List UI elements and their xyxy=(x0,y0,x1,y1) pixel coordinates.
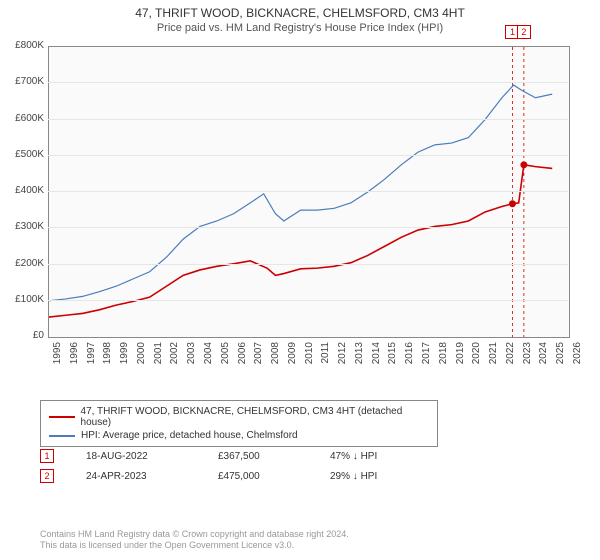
x-tick-label: 2008 xyxy=(270,342,281,382)
sale-point-2 xyxy=(520,161,527,168)
sale-marker-label-2: 2 xyxy=(517,25,531,39)
callout-marker: 2 xyxy=(40,469,54,483)
x-tick-label: 2011 xyxy=(320,342,331,382)
y-tick-label: £0 xyxy=(2,330,44,341)
x-tick-label: 2000 xyxy=(136,342,147,382)
callout-row: 1 18-AUG-2022 £367,500 47% ↓ HPI xyxy=(40,446,560,466)
callouts-table: 1 18-AUG-2022 £367,500 47% ↓ HPI 2 24-APR-202… xyxy=(40,446,560,486)
callout-row: 2 24-APR-2023 £475,000 29% ↓ HPI xyxy=(40,466,560,486)
x-tick-label: 2018 xyxy=(438,342,449,382)
plot-svg xyxy=(49,47,569,337)
x-tick-label: 2003 xyxy=(186,342,197,382)
x-tick-label: 2023 xyxy=(522,342,533,382)
y-tick-label: £800K xyxy=(2,40,44,51)
footer-attribution: Contains HM Land Registry data © Crown c… xyxy=(40,529,349,552)
x-tick-label: 2024 xyxy=(538,342,549,382)
y-tick-label: £500K xyxy=(2,149,44,160)
legend-label: 47, THRIFT WOOD, BICKNACRE, CHELMSFORD, … xyxy=(81,406,429,428)
x-tick-label: 1995 xyxy=(52,342,63,382)
gridline-h xyxy=(48,191,568,192)
y-tick-label: £600K xyxy=(2,113,44,124)
callout-price: £475,000 xyxy=(218,471,298,482)
callout-date: 18-AUG-2022 xyxy=(86,451,186,462)
x-tick-label: 2004 xyxy=(203,342,214,382)
x-tick-label: 2005 xyxy=(220,342,231,382)
x-tick-label: 2021 xyxy=(488,342,499,382)
x-tick-label: 2012 xyxy=(337,342,348,382)
callout-date: 24-APR-2023 xyxy=(86,471,186,482)
plot-area xyxy=(48,46,570,338)
y-tick-label: £100K xyxy=(2,294,44,305)
x-tick-label: 2016 xyxy=(404,342,415,382)
footer-line-1: Contains HM Land Registry data © Crown c… xyxy=(40,529,349,541)
x-tick-label: 2022 xyxy=(505,342,516,382)
x-tick-label: 2019 xyxy=(455,342,466,382)
x-tick-label: 2014 xyxy=(371,342,382,382)
x-tick-label: 1998 xyxy=(102,342,113,382)
legend: 47, THRIFT WOOD, BICKNACRE, CHELMSFORD, … xyxy=(40,400,438,447)
callout-vs-hpi: 29% ↓ HPI xyxy=(330,471,377,482)
chart-title: 47, THRIFT WOOD, BICKNACRE, CHELMSFORD, … xyxy=(0,0,600,20)
x-tick-label: 1996 xyxy=(69,342,80,382)
gridline-h xyxy=(48,300,568,301)
series-property xyxy=(49,165,552,317)
y-tick-label: £700K xyxy=(2,76,44,87)
x-tick-label: 1999 xyxy=(119,342,130,382)
legend-label: HPI: Average price, detached house, Chel… xyxy=(81,430,298,441)
y-tick-label: £200K xyxy=(2,258,44,269)
x-tick-label: 2025 xyxy=(555,342,566,382)
gridline-h xyxy=(48,227,568,228)
legend-item: 47, THRIFT WOOD, BICKNACRE, CHELMSFORD, … xyxy=(49,405,429,429)
legend-swatch xyxy=(49,435,75,437)
x-tick-label: 2001 xyxy=(153,342,164,382)
gridline-h xyxy=(48,119,568,120)
x-tick-label: 2002 xyxy=(169,342,180,382)
gridline-h xyxy=(48,82,568,83)
x-tick-label: 2013 xyxy=(354,342,365,382)
x-tick-label: 2020 xyxy=(471,342,482,382)
gridline-h xyxy=(48,264,568,265)
x-tick-label: 2006 xyxy=(237,342,248,382)
y-tick-label: £300K xyxy=(2,221,44,232)
gridline-h xyxy=(48,155,568,156)
x-tick-label: 2007 xyxy=(253,342,264,382)
sale-point-1 xyxy=(509,200,516,207)
callout-marker: 1 xyxy=(40,449,54,463)
x-tick-label: 1997 xyxy=(86,342,97,382)
legend-swatch xyxy=(49,416,75,418)
x-tick-label: 2026 xyxy=(572,342,583,382)
x-tick-label: 2009 xyxy=(287,342,298,382)
x-tick-label: 2015 xyxy=(387,342,398,382)
chart-container: { "title": "47, THRIFT WOOD, BICKNACRE, … xyxy=(0,0,600,560)
footer-line-2: This data is licensed under the Open Gov… xyxy=(40,540,349,552)
x-tick-label: 2010 xyxy=(304,342,315,382)
x-tick-label: 2017 xyxy=(421,342,432,382)
callout-price: £367,500 xyxy=(218,451,298,462)
callout-vs-hpi: 47% ↓ HPI xyxy=(330,451,377,462)
legend-item: HPI: Average price, detached house, Chel… xyxy=(49,429,429,442)
y-tick-label: £400K xyxy=(2,185,44,196)
